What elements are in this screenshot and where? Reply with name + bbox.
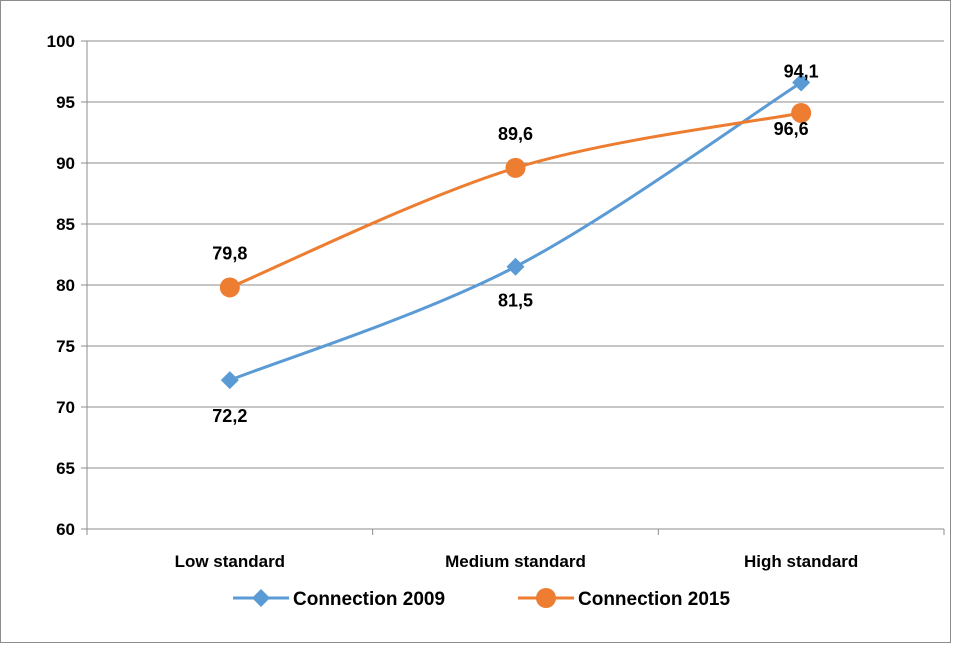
- series-connection-2009: [220, 73, 811, 390]
- legend: Connection 2009 Connection 2015: [233, 588, 730, 610]
- data-point-circle: [536, 588, 556, 608]
- data-point-diamond: [792, 73, 811, 92]
- series-connection-2015: [219, 102, 812, 298]
- series-layer: [219, 73, 812, 390]
- y-tick-label: 60: [56, 520, 75, 539]
- data-label: 79,8: [212, 243, 247, 263]
- legend-label: Connection 2015: [578, 589, 730, 610]
- legend-entry: Connection 2009: [233, 589, 445, 610]
- data-point-diamond: [506, 257, 525, 276]
- data-label: 96,6: [774, 119, 809, 139]
- y-tick-label: 100: [47, 32, 75, 51]
- x-tick-label: High standard: [744, 552, 858, 571]
- y-tick-label: 65: [56, 459, 75, 478]
- data-label: 72,2: [212, 406, 247, 426]
- data-label: 81,5: [498, 291, 533, 311]
- y-tick-label: 80: [56, 276, 75, 295]
- data-label: 94,1: [784, 61, 819, 81]
- x-tick-label: Low standard: [175, 552, 286, 571]
- axes: 60 65 70 75 80 85 90 95 100 Low standard Medium st…: [47, 32, 945, 571]
- data-label: 89,6: [498, 124, 533, 144]
- data-point-diamond: [220, 371, 239, 390]
- y-tick-label: 95: [56, 93, 75, 112]
- legend-label: Connection 2009: [293, 589, 445, 610]
- data-point-diamond: [252, 589, 270, 607]
- y-tick-label: 70: [56, 398, 75, 417]
- data-point-circle: [505, 157, 526, 178]
- y-tick-label: 75: [56, 337, 75, 356]
- y-tick-label: 85: [56, 215, 75, 234]
- legend-entry: Connection 2015: [518, 588, 730, 610]
- data-point-circle: [219, 277, 240, 298]
- y-tick-label: 90: [56, 154, 75, 173]
- data-labels: 72,2 81,5 94,1 79,8 89,6 96,6: [212, 61, 818, 426]
- x-tick-label: Medium standard: [445, 552, 586, 571]
- data-point-circle: [791, 102, 812, 123]
